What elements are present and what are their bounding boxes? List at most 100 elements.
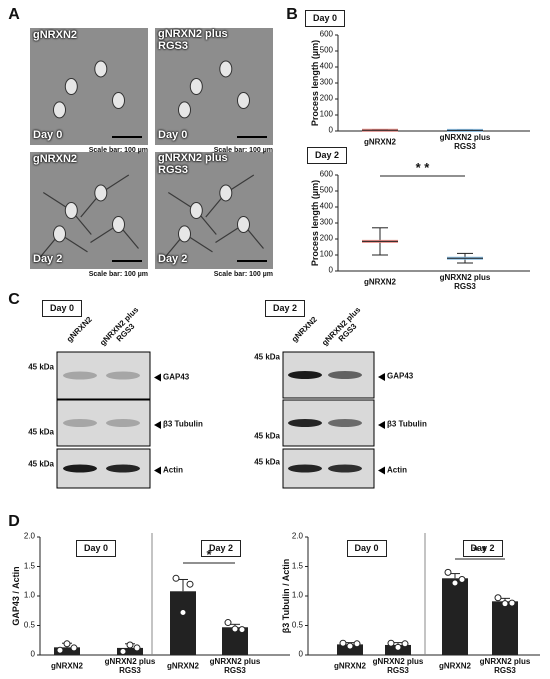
x-tick-label: gNRXN2 bbox=[438, 661, 471, 671]
y-tick-label: 1.0 bbox=[291, 590, 303, 600]
y-tick-label: 500 bbox=[319, 45, 333, 55]
cell bbox=[64, 78, 78, 95]
cell bbox=[53, 101, 66, 119]
y-tick-label: 300 bbox=[319, 77, 333, 87]
significance: * bbox=[206, 546, 212, 562]
mw-marker: 45 kDa bbox=[254, 352, 280, 362]
data-point bbox=[508, 599, 516, 607]
data-point bbox=[179, 609, 187, 617]
protein-label: GAP43 bbox=[163, 372, 190, 382]
y-tick-label: 0 bbox=[328, 265, 333, 275]
x-tick-label: gNRXN2 bbox=[50, 661, 83, 671]
y-tick-label: 100 bbox=[319, 109, 333, 119]
data-point bbox=[119, 647, 127, 655]
day-label: Day 2 bbox=[265, 300, 305, 317]
band bbox=[328, 419, 362, 427]
micrograph bbox=[30, 152, 148, 269]
y-tick-label: 0 bbox=[30, 649, 35, 659]
y-tick-label: 600 bbox=[319, 169, 333, 179]
scale-label: Scale bar: 100 µm bbox=[88, 271, 148, 279]
bar bbox=[492, 601, 518, 655]
chart-title: Day 2 bbox=[307, 147, 347, 164]
band bbox=[328, 464, 362, 473]
cell bbox=[112, 92, 125, 110]
scale-label: Scale bar: 100 µm bbox=[88, 147, 148, 155]
y-tick-label: 2.0 bbox=[23, 531, 35, 541]
bar bbox=[117, 647, 143, 655]
y-tick-label: 0.5 bbox=[23, 620, 35, 630]
arrow bbox=[154, 373, 161, 382]
micrograph bbox=[30, 28, 148, 145]
cell bbox=[94, 184, 108, 202]
y-axis-label: β3 Tubulin / Actin bbox=[281, 558, 292, 634]
data-point bbox=[231, 625, 239, 633]
arrow bbox=[378, 373, 385, 381]
mw-marker: 45 kDa bbox=[28, 459, 54, 469]
image-label: gNRXN2 bbox=[33, 152, 78, 165]
cell bbox=[94, 60, 108, 78]
section-label: Day 0 bbox=[76, 540, 116, 557]
data-point bbox=[394, 643, 402, 651]
image-day: Day 2 bbox=[158, 252, 188, 265]
cell bbox=[178, 101, 191, 119]
y-tick-label: 0.5 bbox=[291, 620, 303, 630]
data-point bbox=[133, 644, 141, 652]
panel-label: C bbox=[8, 291, 20, 309]
band bbox=[106, 464, 140, 473]
image-label: gNRXN2 plus RGS3 bbox=[158, 151, 228, 176]
x-tick-label: gNRXN2 plus RGS3 bbox=[439, 273, 491, 291]
band bbox=[288, 371, 322, 379]
section-label: Day 2 bbox=[462, 540, 503, 557]
mw-marker: 45 kDa bbox=[28, 427, 54, 437]
band bbox=[288, 419, 322, 427]
cell bbox=[237, 216, 250, 234]
y-tick-label: 0 bbox=[298, 649, 303, 659]
y-tick-label: 300 bbox=[319, 217, 333, 227]
x-tick-label: gNRXN2 plus RGS3 bbox=[479, 657, 531, 675]
arrow bbox=[154, 466, 161, 475]
x-tick-label: gNRXN2 bbox=[363, 277, 396, 287]
x-tick-label: gNRXN2 bbox=[333, 661, 366, 671]
band bbox=[63, 371, 97, 380]
y-axis-label: Process length (µm) bbox=[310, 39, 321, 127]
y-tick-label: 1.0 bbox=[23, 590, 35, 600]
micrograph bbox=[155, 152, 273, 269]
y-tick-label: 400 bbox=[319, 61, 333, 71]
data-point bbox=[172, 574, 180, 582]
image-label: gNRXN2 bbox=[33, 28, 78, 41]
section-label: Day 0 bbox=[346, 540, 387, 557]
cell bbox=[237, 92, 250, 110]
y-tick-label: 500 bbox=[319, 185, 333, 195]
blot bbox=[56, 399, 151, 447]
panel-label: D bbox=[8, 513, 20, 531]
cell bbox=[189, 78, 203, 95]
y-tick-label: 1.5 bbox=[291, 561, 303, 571]
band bbox=[288, 464, 322, 473]
y-tick-label: 600 bbox=[319, 29, 333, 39]
protein-label: β3 Tubulin bbox=[163, 419, 203, 429]
bar bbox=[54, 647, 80, 655]
mw-marker: 45 kDa bbox=[254, 431, 280, 441]
data-point bbox=[63, 640, 71, 648]
micrograph bbox=[155, 28, 273, 145]
data-point bbox=[346, 642, 354, 650]
band bbox=[63, 419, 97, 427]
y-axis-label: Process length (µm) bbox=[310, 179, 321, 267]
data-point bbox=[494, 594, 502, 602]
y-axis-label: GAP43 / Actin bbox=[11, 566, 22, 626]
scale-label: Scale bar: 100 µm bbox=[213, 147, 273, 155]
data-point bbox=[451, 579, 459, 587]
x-tick-label: gNRXN2 plus RGS3 bbox=[439, 133, 491, 151]
blot bbox=[56, 351, 151, 400]
cell bbox=[178, 225, 191, 243]
image-day: Day 0 bbox=[158, 128, 188, 141]
data-point bbox=[444, 568, 452, 576]
data-point bbox=[353, 640, 361, 648]
section-label: Day 2 bbox=[201, 540, 241, 557]
significance: * * bbox=[415, 159, 430, 175]
chart-title: Day 0 bbox=[305, 10, 345, 27]
data-point bbox=[70, 644, 78, 652]
image-day: Day 0 bbox=[33, 128, 63, 141]
